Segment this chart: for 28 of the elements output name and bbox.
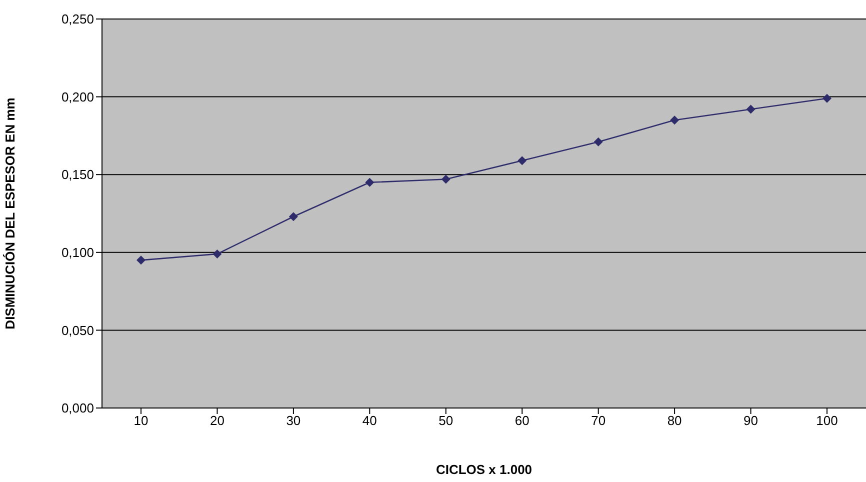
point xyxy=(670,116,680,125)
point xyxy=(822,94,832,103)
y-axis-title: DISMINUCIÓN DEL ESPESOR EN mm xyxy=(2,98,18,330)
point xyxy=(365,178,374,187)
point xyxy=(441,174,450,184)
x-tick-label: 20 xyxy=(210,413,224,428)
x-tick-label: 90 xyxy=(744,413,758,428)
x-tick-label: 70 xyxy=(591,413,606,428)
x-tick-label: 40 xyxy=(362,413,377,428)
x-tick-label: 80 xyxy=(667,413,682,428)
point xyxy=(518,156,527,166)
y-tick-label: 0,050 xyxy=(61,322,94,338)
x-tick-label: 30 xyxy=(286,413,301,428)
y-tick-label: 0,150 xyxy=(61,167,94,182)
x-tick-label: 100 xyxy=(816,413,838,428)
point xyxy=(212,249,222,258)
y-tick-label: 0,100 xyxy=(61,245,94,260)
x-axis-title: CICLOS x 1.000 xyxy=(436,462,532,477)
y-tick-label: 0,200 xyxy=(61,89,94,104)
y-tick-label: 0,250 xyxy=(61,12,94,27)
y-tick-label: 0,000 xyxy=(61,400,94,416)
x-tick-label: 60 xyxy=(514,413,530,428)
x-tick-label: 50 xyxy=(438,413,454,428)
point xyxy=(746,104,756,114)
x-tick-label: 10 xyxy=(134,413,148,428)
point xyxy=(136,256,146,265)
point xyxy=(594,137,603,146)
point xyxy=(288,212,298,222)
